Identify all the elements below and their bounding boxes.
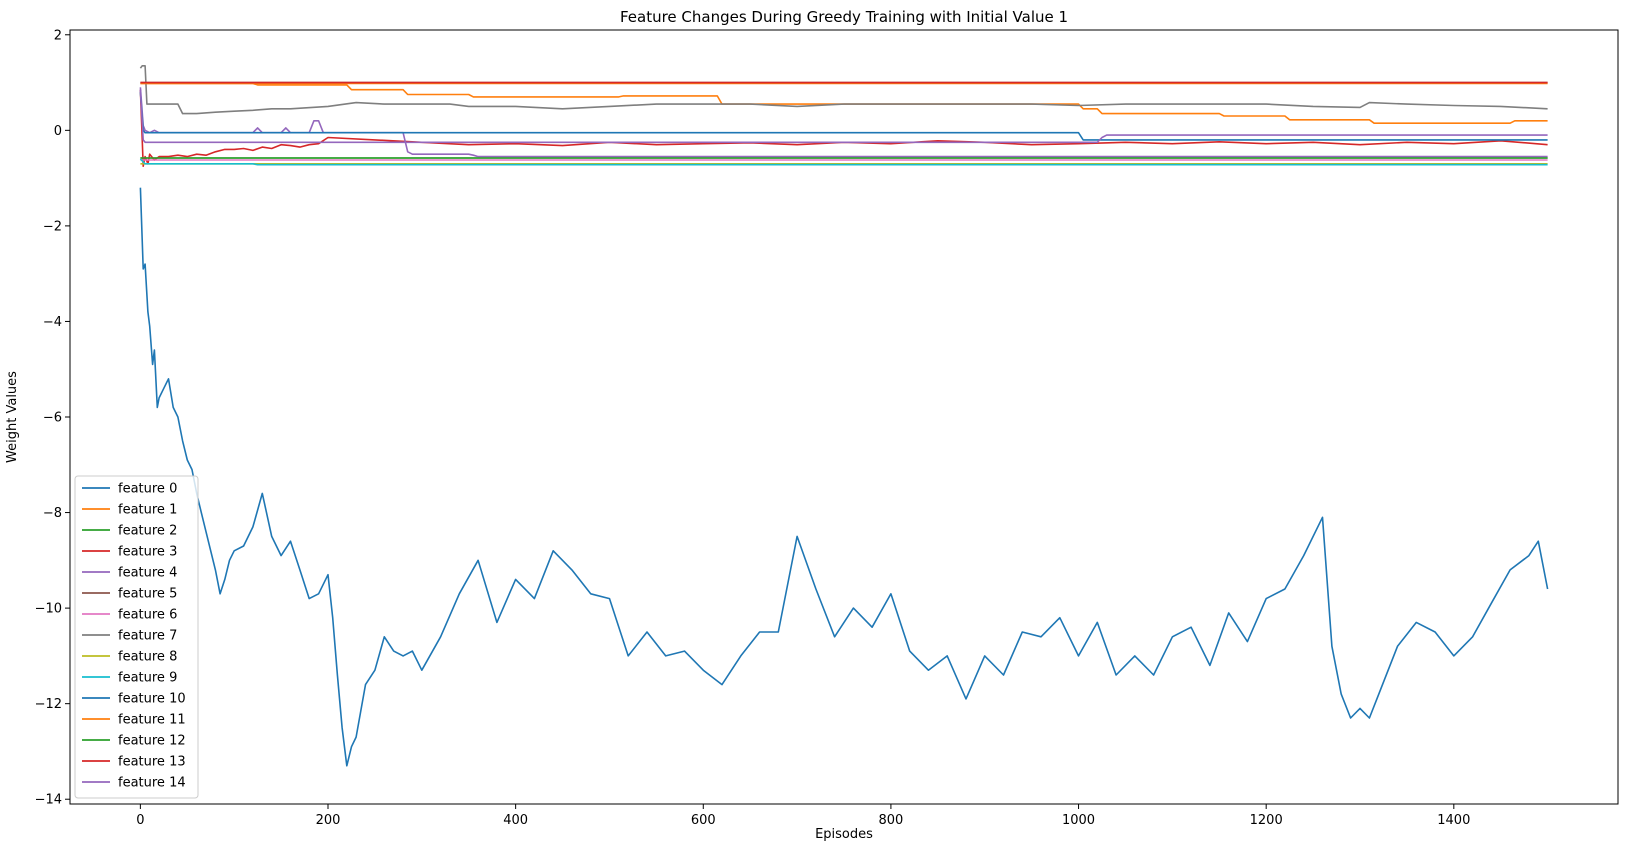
- x-tick-label-0: 0: [136, 813, 144, 828]
- y-tick-label-8: −14: [35, 793, 62, 808]
- series-line-10: [139, 92, 1548, 141]
- y-tick-label-2: −2: [43, 219, 62, 234]
- legend-box: [74, 475, 199, 799]
- legend-label-5: feature 5: [118, 587, 177, 602]
- legend-label-2: feature 2: [118, 524, 177, 539]
- legend-label-1: feature 1: [118, 503, 177, 518]
- series-line-14: [139, 89, 1548, 144]
- y-tick-label-4: −6: [43, 411, 62, 426]
- series-line-9: [139, 158, 1548, 166]
- y-tick-label-5: −8: [43, 506, 62, 521]
- legend-label-9: feature 9: [118, 671, 177, 686]
- legend-label-4: feature 4: [118, 566, 177, 581]
- legend: feature 0 feature 1 feature 2 feature 3 feat…: [74, 475, 199, 799]
- x-tick-label-5: 1000: [1062, 813, 1095, 828]
- y-axis-label: Weight Values: [5, 371, 20, 463]
- legend-label-7: feature 7: [118, 629, 177, 644]
- chart-title: Feature Changes During Greedy Training w…: [620, 8, 1068, 26]
- x-axis-label: Episodes: [815, 827, 873, 842]
- x-tick-label-7: 1400: [1437, 813, 1470, 828]
- series-line-3: [139, 89, 1548, 167]
- legend-label-13: feature 13: [118, 755, 186, 770]
- x-tick-label-6: 1200: [1250, 813, 1283, 828]
- y-axis: 2 0 −2 −4 −6 −8 −10 −12 −14: [35, 28, 70, 808]
- y-tick-label-7: −12: [35, 697, 62, 712]
- legend-label-14: feature 14: [118, 776, 186, 791]
- x-tick-label-1: 200: [316, 813, 341, 828]
- legend-label-10: feature 10: [118, 692, 186, 707]
- legend-label-11: feature 11: [118, 713, 186, 728]
- y-tick-label-3: −4: [43, 315, 62, 330]
- legend-label-0: feature 0: [118, 482, 177, 497]
- x-tick-label-3: 600: [691, 813, 716, 828]
- x-tick-label-4: 800: [878, 813, 903, 828]
- series-line-0: [139, 187, 1549, 767]
- x-axis: 0 200 400 600 800 1000 1200 1400: [136, 804, 1470, 828]
- series-layer: [139, 65, 1549, 767]
- legend-label-12: feature 12: [118, 734, 186, 749]
- x-tick-label-2: 400: [503, 813, 528, 828]
- y-tick-label-6: −10: [35, 602, 62, 617]
- legend-label-8: feature 8: [118, 650, 177, 665]
- legend-label-3: feature 3: [118, 545, 177, 560]
- y-tick-label-1: 0: [54, 124, 62, 139]
- series-line-7: [139, 65, 1548, 115]
- y-tick-label-0: 2: [54, 28, 62, 43]
- legend-label-6: feature 6: [118, 608, 177, 623]
